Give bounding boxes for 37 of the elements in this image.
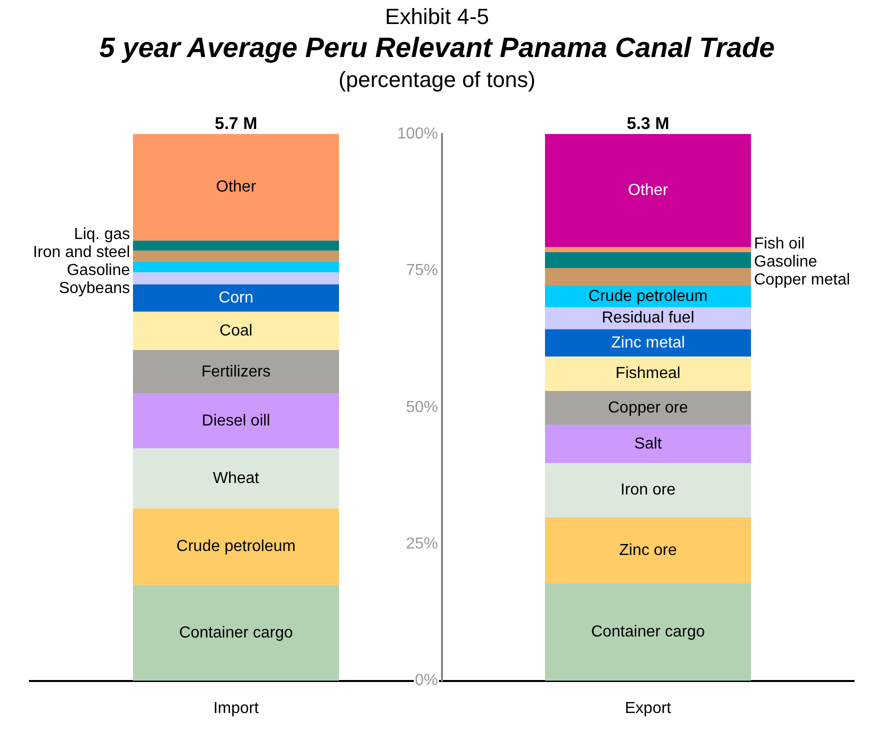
series-label: Residual fuel: [602, 310, 694, 327]
series-label: Wheat: [212, 470, 260, 487]
series-label: Fertilizers: [201, 363, 271, 380]
series-label: Container cargo: [591, 624, 706, 641]
series-label: Liq. gas: [74, 226, 130, 244]
series-label: Zinc metal: [611, 334, 685, 352]
series-label: Other: [216, 178, 257, 196]
annotation: 5.7 M: [214, 114, 258, 134]
series-label: Container cargo: [179, 624, 294, 642]
series-label: Gasoline: [754, 254, 818, 271]
y-tick-label: 75%: [406, 262, 438, 280]
series-label: Fishmeal: [616, 365, 680, 382]
series-label: Copper ore: [608, 399, 688, 416]
series-label: Crude petroleum: [588, 288, 708, 305]
x-tick-label: Export: [624, 700, 672, 717]
series-label: Zinc ore: [619, 542, 677, 559]
series-label: Gasoline: [66, 262, 130, 280]
x-tick-label: Import: [213, 700, 260, 717]
series-label: Coal: [220, 322, 252, 340]
text: Exhibit 4-5: [384, 4, 490, 30]
series-label: Crude petroleum: [176, 538, 296, 556]
series-label: Copper metal: [754, 272, 850, 289]
series-label: Salt: [634, 435, 662, 452]
series-label: Fish oil: [754, 236, 805, 253]
series-label: Soybeans: [58, 280, 130, 298]
y-tick-label: 0%: [414, 672, 438, 690]
series-label: Iron and steel: [33, 244, 130, 262]
chart-subtitle: (percentage of tons): [338, 66, 536, 94]
y-tick-label: 100%: [397, 125, 438, 142]
series-label: Corn: [218, 289, 254, 306]
series-label: Other: [628, 182, 669, 199]
series-label: Diesel oill: [202, 412, 270, 430]
series-label: Iron ore: [620, 482, 676, 499]
annotation: 5.3 M: [626, 114, 670, 134]
y-tick-label: 50%: [406, 398, 438, 416]
chart-title: 5 year Average Peru Relevant Panama Canal Trade: [98, 31, 776, 65]
y-tick-label: 25%: [406, 536, 438, 553]
